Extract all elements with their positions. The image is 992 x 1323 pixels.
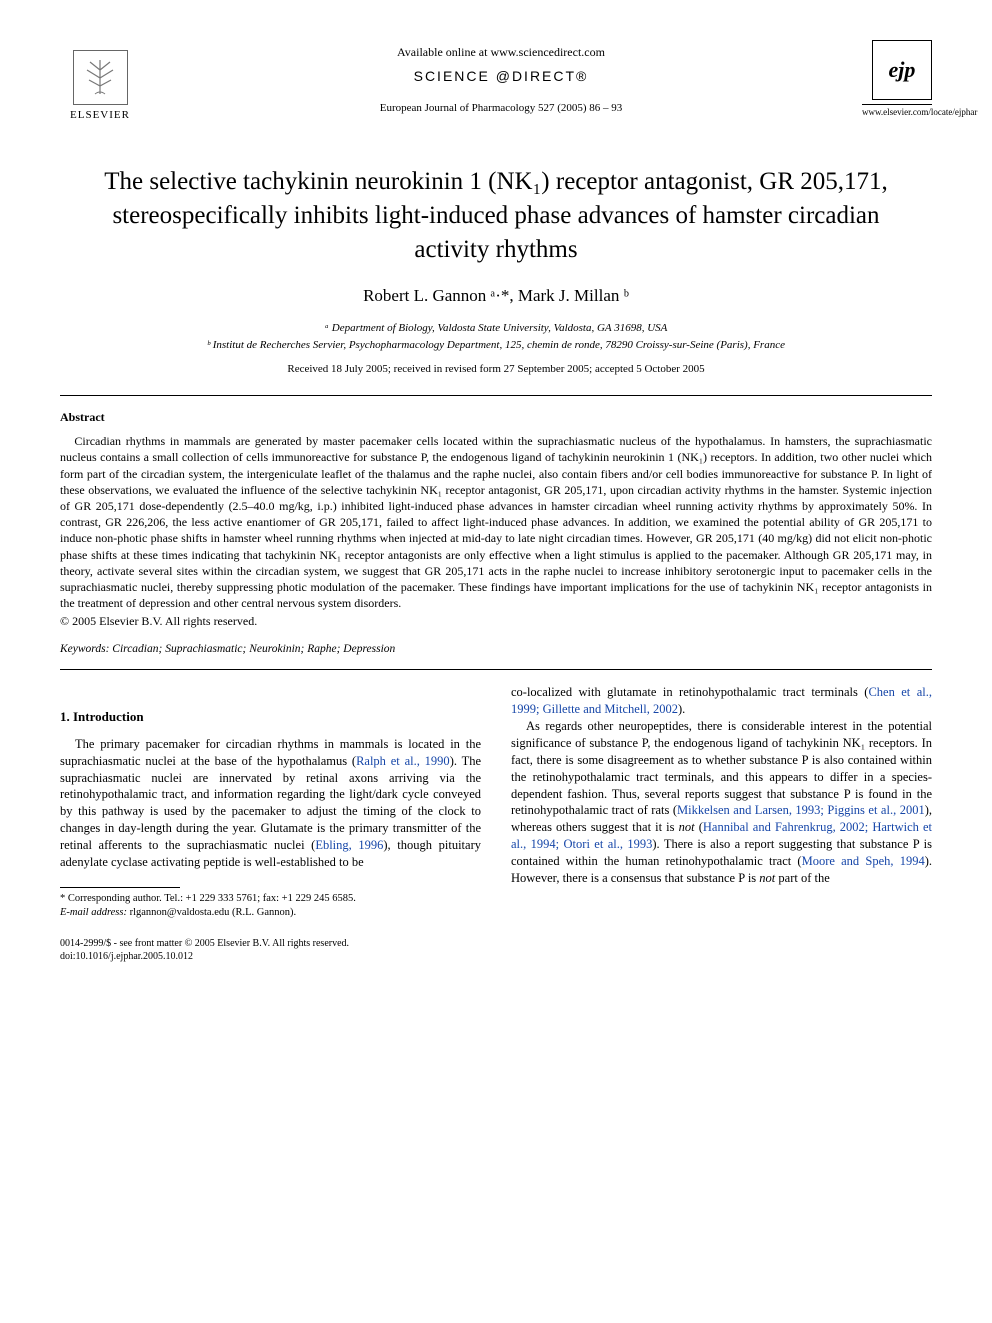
footnote-email-line: E-mail address: rlgannon@valdosta.edu (R… [60,906,481,920]
footer-line-1: 0014-2999/$ - see front matter © 2005 El… [60,937,481,950]
ejp-logo: ejp www.elsevier.com/locate/ejphar [862,40,932,117]
science-direct-logo: SCIENCE @DIRECT® [140,68,862,84]
ejp-url: www.elsevier.com/locate/ejphar [862,104,932,117]
intro-para-1: The primary pacemaker for circadian rhyt… [60,736,481,871]
right-column: co-localized with glutamate in retinohyp… [511,684,932,963]
ref-moore-speh[interactable]: Moore and Speh, 1994 [802,854,925,868]
keywords-label: Keywords: [60,643,109,655]
intro-heading: 1. Introduction [60,708,481,726]
affiliations: ᵃ Department of Biology, Valdosta State … [60,320,932,353]
abstract-copyright: © 2005 Elsevier B.V. All rights reserved… [60,614,932,629]
emphasis-not-2: not [759,871,775,885]
page-header: ELSEVIER Available online at www.science… [60,40,932,130]
elsevier-logo: ELSEVIER [60,40,140,130]
abstract-body: Circadian rhythms in mammals are generat… [60,433,932,611]
emphasis-not-1: not [679,820,695,834]
center-header: Available online at www.sciencedirect.co… [140,40,862,114]
text-run: ). [678,702,685,716]
rule-bottom [60,669,932,670]
article-title: The selective tachykinin neurokinin 1 (N… [100,165,892,266]
ref-ralph-1990[interactable]: Ralph et al., 1990 [356,754,450,768]
rule-top [60,395,932,396]
keywords-list: Circadian; Suprachiasmatic; Neurokinin; … [112,643,395,655]
footnote-separator [60,887,180,888]
article-dates: Received 18 July 2005; received in revis… [60,363,932,375]
footnote-email-label: E-mail address: [60,907,127,918]
corresponding-author-footnote: * Corresponding author. Tel.: +1 229 333… [60,892,481,919]
text-run: ( [695,820,703,834]
authors: Robert L. Gannon ᵃ·*, Mark J. Millan ᵇ [60,286,932,306]
available-online-text: Available online at www.sciencedirect.co… [140,45,862,60]
affiliation-a: ᵃ Department of Biology, Valdosta State … [60,320,932,337]
footnote-corr: * Corresponding author. Tel.: +1 229 333… [60,892,481,906]
ref-mikkelsen-piggins[interactable]: Mikkelsen and Larsen, 1993; Piggins et a… [677,803,925,817]
footnote-email: rlgannon@valdosta.edu (R.L. Gannon). [130,907,297,918]
affiliation-b: ᵇ Institut de Recherches Servier, Psycho… [60,337,932,354]
journal-reference: European Journal of Pharmacology 527 (20… [140,102,862,114]
text-run: co-localized with glutamate in retinohyp… [511,685,868,699]
intro-para-1-cont: co-localized with glutamate in retinohyp… [511,684,932,718]
ejp-logo-box: ejp [872,40,932,100]
keywords: Keywords: Circadian; Suprachiasmatic; Ne… [60,643,932,655]
abstract-heading: Abstract [60,410,932,425]
ref-ebling-1996[interactable]: Ebling, 1996 [315,838,383,852]
text-run: part of the [775,871,830,885]
elsevier-tree-icon [73,50,128,105]
left-column: 1. Introduction The primary pacemaker fo… [60,684,481,963]
intro-para-2: As regards other neuropeptides, there is… [511,718,932,887]
footer: 0014-2999/$ - see front matter © 2005 El… [60,937,481,963]
body-columns: 1. Introduction The primary pacemaker fo… [60,684,932,963]
elsevier-label: ELSEVIER [70,109,130,121]
footer-line-2: doi:10.1016/j.ejphar.2005.10.012 [60,950,481,963]
